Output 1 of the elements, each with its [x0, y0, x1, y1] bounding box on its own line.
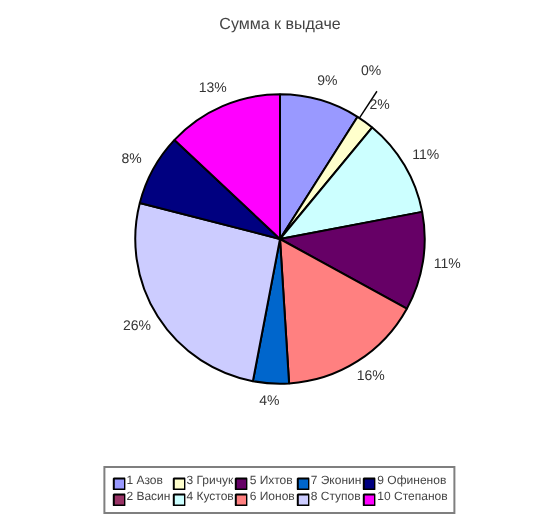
chart-title: Сумма к выдаче: [219, 15, 342, 33]
